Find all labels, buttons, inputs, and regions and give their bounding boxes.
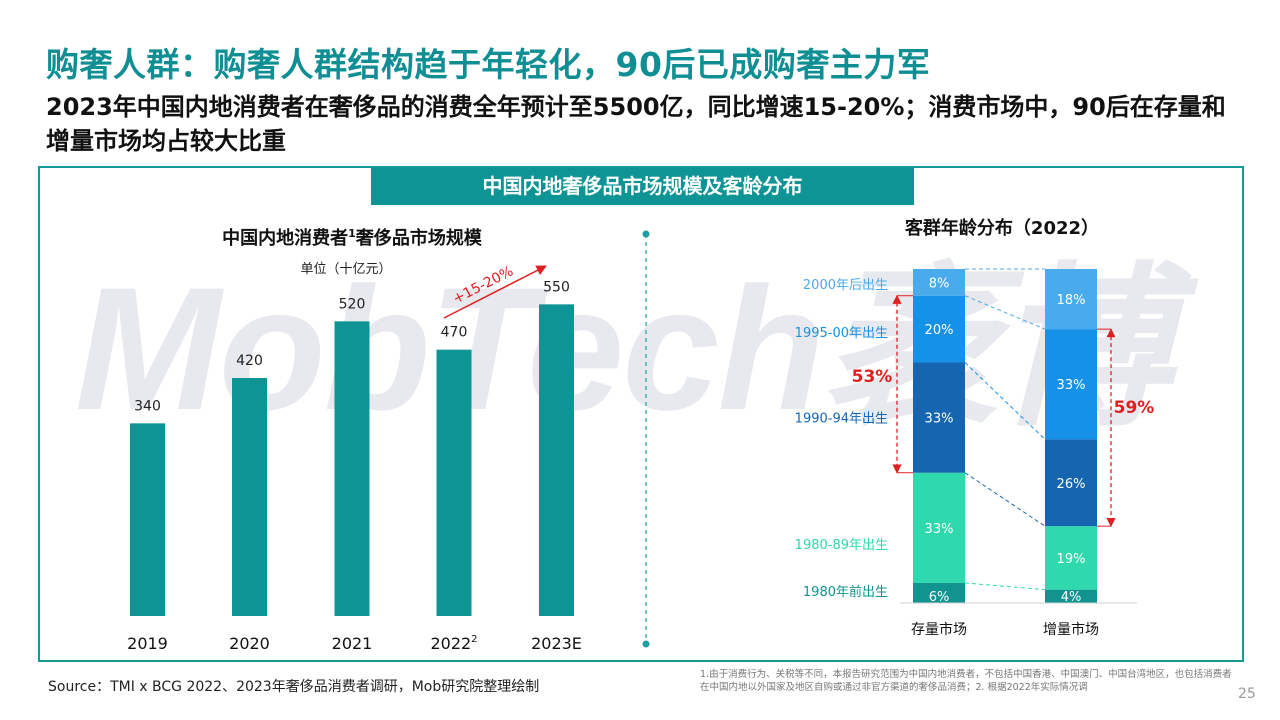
stack-segment [1045,589,1097,603]
unit-label: 单位（十亿元） [300,262,391,277]
bar-2019 [130,423,165,616]
growth-annotation: +15-20% [450,263,516,307]
segment-value-label: 19% [1057,552,1086,567]
stack-segment [913,582,965,603]
stack-segment [1045,329,1097,440]
segment-value-label: 18% [1057,293,1086,308]
bar-value-label: 470 [441,325,468,341]
stack-segment [1045,439,1097,527]
connector-line [964,362,1046,440]
series-label: 1980年前出生 [803,584,888,600]
bar-chart-title: 中国内地消费者1奢侈品市场规模 [222,227,483,249]
x-tick-label: 2023E [531,634,582,653]
stack-segment [913,472,965,583]
series-label: 1990-94年出生 [795,412,888,427]
x-tick-label: 2021 [332,634,373,653]
segment-value-label: 20% [925,323,954,338]
bar-value-label: 550 [543,279,570,295]
stack-segment [913,362,965,473]
chart-frame [38,166,1244,662]
segment-value-label: 26% [1057,477,1086,492]
stack-segment [1045,269,1097,330]
footnotes: 1.由于消费行为、关税等不同，本报告研究范围为中国内地消费者，不包括中国香港、中… [700,669,1232,693]
bar-value-label: 420 [236,353,263,369]
connector-line [964,582,1046,591]
stack-segment [1045,526,1097,590]
x-tick-label: 增量市场 [1043,621,1099,638]
bracket-incremental-label: 59% [1114,398,1155,418]
segment-value-label: 33% [925,412,954,427]
bar-value-label: 520 [339,296,366,312]
segment-value-label: 4% [1061,590,1082,605]
page-subtitle: 2023年中国内地消费者在奢侈品的消费全年预计至5500亿，同比增速15-20%… [46,93,1226,155]
x-tick-label: 2019 [127,634,168,653]
bar-2022 [436,349,472,616]
page-number: 25 [1238,686,1256,702]
divider-dot-top [642,230,650,238]
series-label: 1980-89年出生 [795,538,888,553]
series-label: 1995-00年出生 [795,326,888,341]
bar-2023E [539,304,574,616]
source-note: Source：TMI x BCG 2022、2023年奢侈品消费者调研，Mob研… [48,679,540,695]
growth-arrow [443,265,547,319]
stack-segment [913,295,965,363]
x-tick-label: 存量市场 [911,621,967,638]
segment-value-label: 8% [929,276,950,291]
frame-title: 中国内地奢侈品市场规模及客龄分布 [371,168,914,205]
stack-segment [913,269,965,296]
divider-dot-bottom [642,640,650,648]
series-label: 2000年后出生 [803,278,888,293]
bar-value-label: 340 [134,398,161,414]
stacked-chart-title: 客群年龄分布（2022） [905,217,1099,239]
segment-value-label: 6% [929,590,950,605]
bar-2021 [334,321,370,616]
x-tick-label: 2020 [229,634,270,653]
bar-2020 [232,378,267,616]
page-title: 购奢人群：购奢人群结构趋于年轻化，90后已成购奢主力军 [46,45,931,84]
x-tick-label: 20222 [430,634,477,653]
segment-value-label: 33% [1057,378,1086,393]
connector-line [964,472,1046,527]
connector-line [964,295,1046,330]
bracket-stock-label: 53% [852,367,893,387]
segment-value-label: 33% [925,522,954,537]
